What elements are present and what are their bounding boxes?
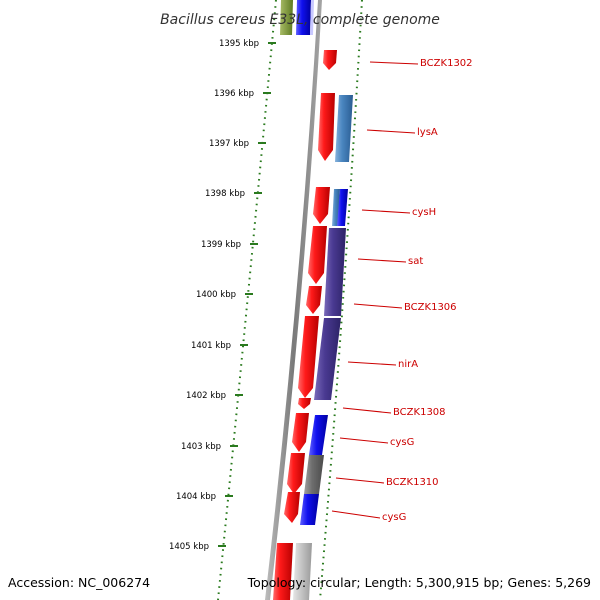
title: Bacillus cereus E33L, complete genome [160,12,440,28]
gene-label: cysG [390,437,414,448]
gene-sat [324,228,346,316]
gene-bczk1302 [323,50,337,70]
gene-label: cysH [412,207,436,218]
gene-red-4 [308,226,327,284]
gene-light-bottom [293,543,312,600]
gene-red-8 [292,413,309,452]
gene-red-2 [318,93,335,161]
accession-text: Accession: NC_006274 [8,575,150,590]
gene-red-10 [284,492,300,523]
kbp-tick-label: 1400 kbp [196,290,236,300]
gene-label: BCZK1308 [393,407,446,418]
kbp-scale: 1395 kbp 1396 kbp 1397 kbp 1398 kbp 1399 kbp… [169,39,276,552]
gene-red-6 [298,316,319,398]
kbp-tick-label: 1399 kbp [201,240,241,250]
genome-summary-text: Topology: circular; Length: 5,300,915 bp… [247,575,591,590]
gene-red-5 [306,286,322,314]
gene-label-leader [357,258,407,263]
gene-red-3 [313,187,330,224]
kbp-tick-label: 1401 kbp [191,341,231,351]
gene-bczk1310 [304,455,324,494]
kbp-tick-label: 1402 kbp [186,391,226,401]
gene-label: BCZK1306 [404,302,457,313]
gene-blue-top [296,0,311,35]
gene-red-7 [298,398,311,409]
gene-label-leader [361,209,411,214]
gene-labels: BCZK1302 lysA cysH sat BCZK1306 nirA BCZK1308 c… [331,58,473,523]
gene-label: BCZK1302 [420,58,473,69]
gene-label: nirA [398,359,418,370]
gene-label-leader [347,361,397,366]
gene-label-leader [366,129,416,134]
gene-label: sat [408,256,423,267]
kbp-tick-label: 1397 kbp [209,139,249,149]
gene-label-leader [369,61,419,65]
kbp-tick-label: 1405 kbp [169,542,209,552]
gene-olive-top [280,0,293,35]
gene-label: BCZK1310 [386,477,439,488]
gene-nira [314,318,341,400]
kbp-tick-label: 1404 kbp [176,492,216,502]
gene-red-9 [287,453,305,494]
kbp-tick-label: 1398 kbp [205,189,245,199]
gene-label: cysG [382,512,406,523]
gene-label-leader [331,510,381,519]
gene-red-bottom [273,543,293,600]
gene-label-leader [353,303,403,309]
genome-backbone [265,0,322,600]
gene-lavender-top [310,0,314,35]
gene-label-leader [335,477,385,484]
kbp-tick-label: 1403 kbp [181,442,221,452]
kbp-tick-label: 1396 kbp [214,89,254,99]
gene-cysg-2 [300,494,319,525]
gene-label: lysA [417,127,438,138]
gene-lysa [335,95,353,162]
gene-label-leader [342,407,392,414]
gene-cysg-1 [309,415,328,455]
gene-label-leader [339,437,389,444]
gene-cysh [337,189,348,226]
kbp-tick-label: 1395 kbp [219,39,259,49]
